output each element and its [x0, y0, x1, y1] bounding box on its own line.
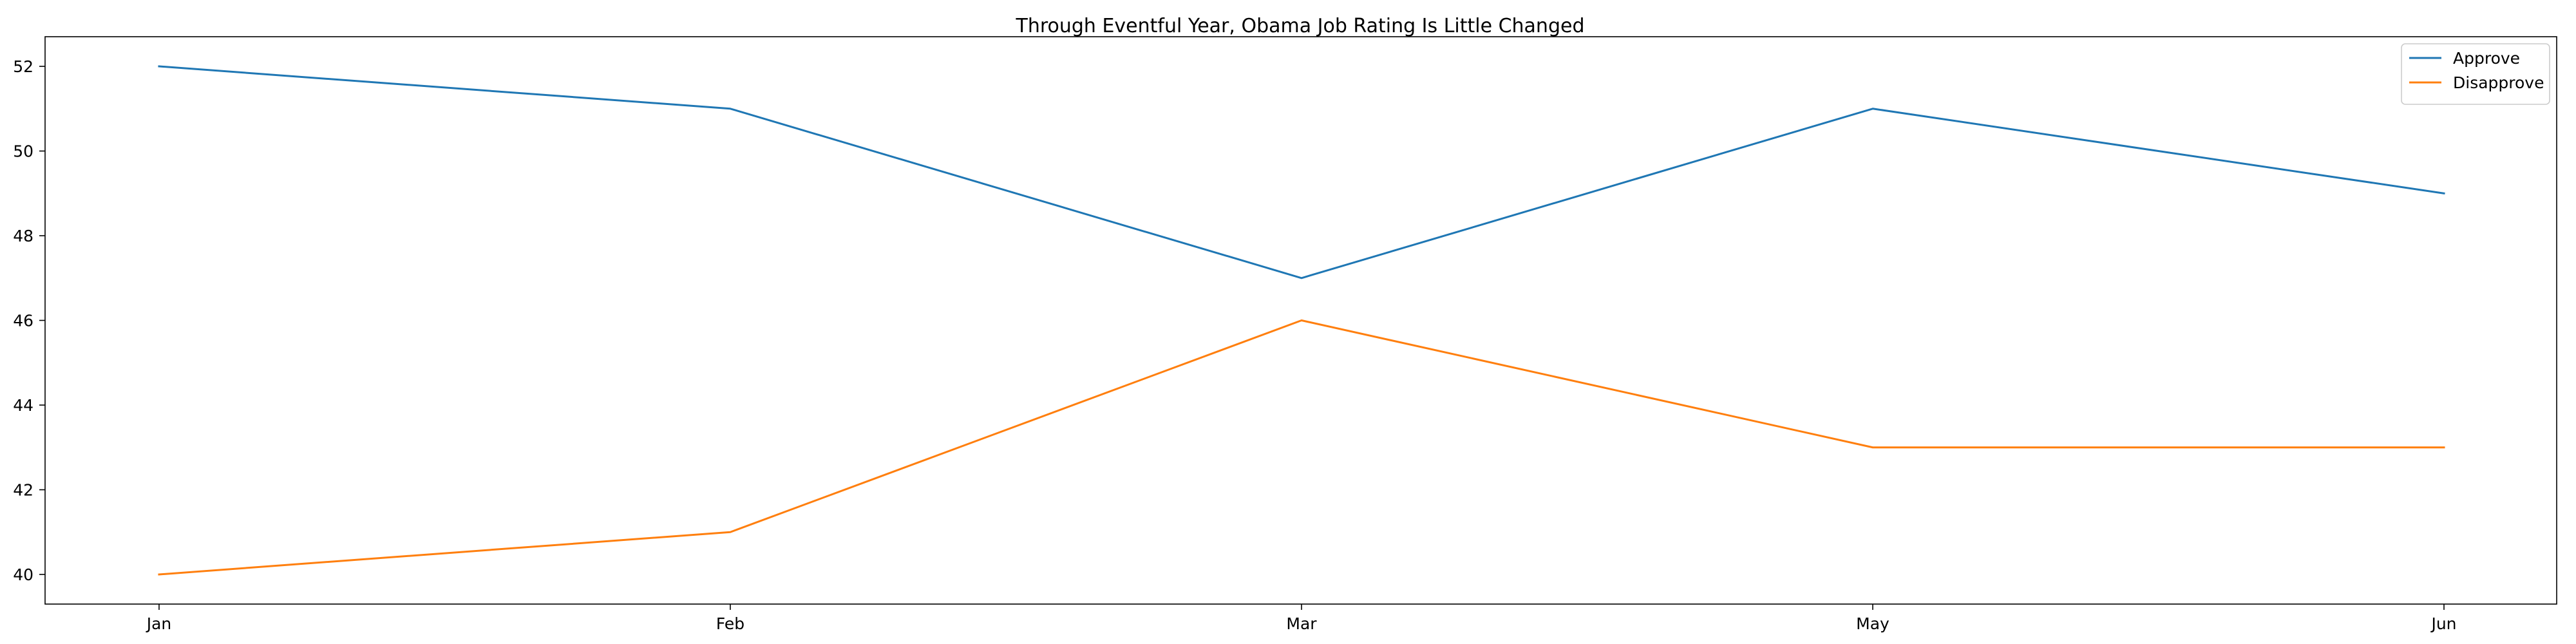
x-tick-label: Jun [2430, 614, 2456, 633]
x-axis: Jan Feb Mar May Jun [146, 604, 2457, 633]
chart-title: Through Eventful Year, Obama Job Rating … [1016, 15, 1585, 37]
y-tick-label: 48 [13, 227, 33, 245]
x-tick-label: May [1856, 614, 1889, 633]
x-tick-label: Mar [1286, 614, 1317, 633]
series-layer [158, 65, 2445, 576]
x-tick-label: Feb [716, 614, 744, 633]
legend-label-approve: Approve [2453, 49, 2520, 68]
y-tick-label: 52 [13, 57, 33, 76]
y-tick-label: 40 [13, 565, 33, 584]
legend: Approve Disapprove [2401, 43, 2550, 105]
y-tick-label: 46 [13, 312, 33, 330]
y-axis: 40 42 44 46 48 50 52 [13, 57, 45, 584]
disapprove-line [158, 319, 2445, 576]
approve-line [158, 65, 2445, 279]
x-tick-label: Jan [146, 614, 172, 633]
legend-label-disapprove: Disapprove [2453, 73, 2544, 92]
y-tick-label: 50 [13, 142, 33, 161]
y-tick-label: 44 [13, 396, 33, 415]
y-tick-label: 42 [13, 480, 33, 499]
